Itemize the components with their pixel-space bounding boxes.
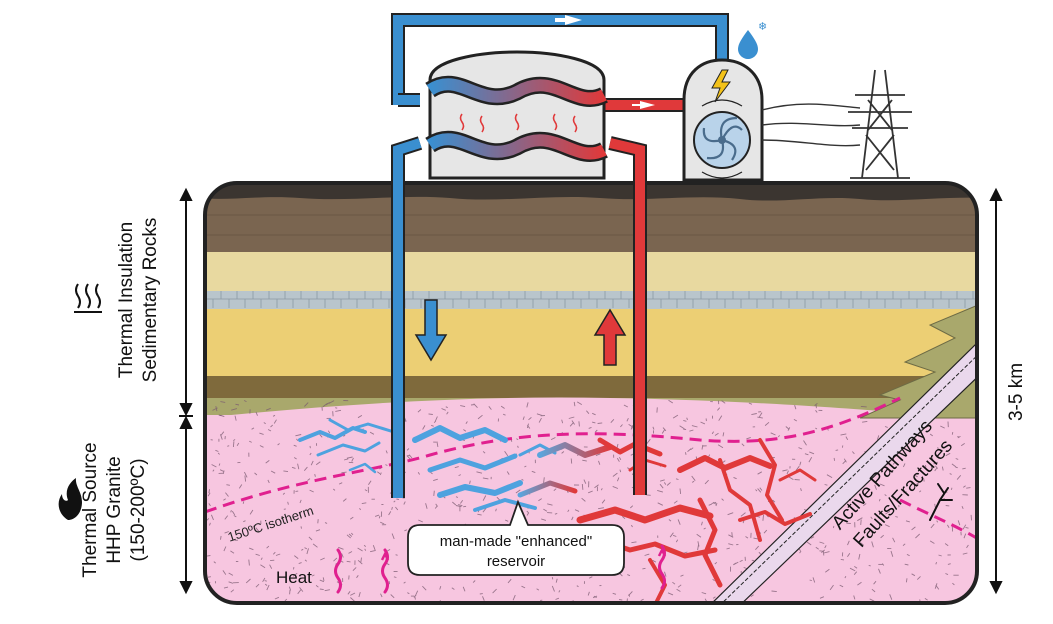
heat-waves-icon bbox=[74, 284, 102, 312]
sandstone-layer bbox=[200, 308, 990, 376]
svg-text:❄: ❄ bbox=[758, 21, 767, 33]
source-label-line1: Thermal Source bbox=[80, 442, 101, 577]
insulation-bracket bbox=[179, 190, 193, 416]
power-lines bbox=[762, 104, 860, 146]
heat-exchanger bbox=[430, 52, 604, 178]
flame-icon bbox=[59, 478, 82, 520]
depth-arrow bbox=[991, 190, 1001, 592]
limestone-layer bbox=[200, 290, 990, 309]
granite-dome bbox=[200, 397, 990, 610]
reservoir-label-line1: man-made "enhanced" bbox=[440, 533, 592, 550]
source-bracket bbox=[181, 418, 191, 592]
source-label-line3: (150-200ºC) bbox=[128, 458, 149, 561]
turbine-building bbox=[684, 60, 762, 180]
heat-label: Heat bbox=[276, 568, 312, 587]
insulation-label-line1: Thermal Insulation bbox=[116, 222, 137, 378]
insulation-label-line2: Sedimentary Rocks bbox=[140, 218, 161, 383]
depth-label: 3-5 km bbox=[1006, 363, 1027, 421]
power-pylon-icon bbox=[848, 70, 912, 178]
water-drop-icon bbox=[738, 30, 758, 59]
sand-layer bbox=[200, 250, 990, 291]
brown-lower-layer bbox=[200, 374, 990, 398]
reservoir-label-line2: reservoir bbox=[487, 553, 545, 570]
source-label-line2: HHP Granite bbox=[104, 456, 125, 563]
